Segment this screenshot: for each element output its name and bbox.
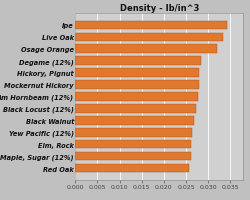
Bar xyxy=(75,152,190,161)
Bar xyxy=(75,140,190,149)
Bar xyxy=(75,57,200,66)
Bar xyxy=(75,93,197,101)
Bar xyxy=(75,164,189,172)
Bar xyxy=(75,81,198,89)
Title: Density - lb/in^3: Density - lb/in^3 xyxy=(119,4,198,13)
Bar xyxy=(75,45,216,54)
Bar xyxy=(75,128,191,137)
Bar xyxy=(75,105,195,113)
Bar xyxy=(75,116,193,125)
Bar xyxy=(75,69,198,78)
Bar xyxy=(75,22,226,30)
Bar xyxy=(75,33,222,42)
